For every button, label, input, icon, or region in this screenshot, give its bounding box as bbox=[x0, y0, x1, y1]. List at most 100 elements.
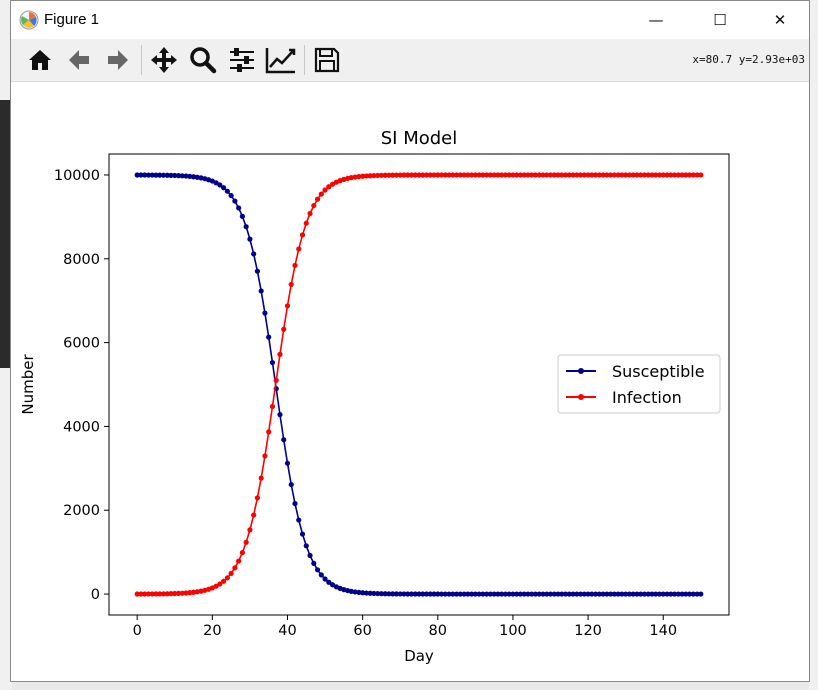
data-point-susceptible bbox=[668, 591, 674, 597]
data-point-infection bbox=[514, 172, 520, 178]
data-point-infection bbox=[217, 581, 223, 587]
data-point-infection bbox=[593, 172, 599, 178]
data-point-susceptible bbox=[623, 591, 629, 597]
data-point-infection bbox=[438, 172, 445, 178]
close-button[interactable]: ✕ bbox=[757, 1, 803, 39]
data-point-infection bbox=[577, 172, 584, 178]
data-point-infection bbox=[581, 172, 587, 178]
data-point-infection bbox=[431, 172, 437, 178]
data-point-infection bbox=[495, 172, 501, 178]
data-point-infection bbox=[469, 172, 475, 178]
data-point-susceptible bbox=[438, 591, 445, 597]
data-point-susceptible bbox=[600, 591, 606, 597]
data-point-susceptible bbox=[442, 591, 448, 597]
data-point-infection bbox=[562, 172, 569, 178]
home-icon bbox=[29, 50, 51, 70]
figure-canvas[interactable]: 0 20 40 60 80 100 120 140 0 2000 4000 6000 8000 10000… bbox=[11, 82, 809, 681]
title-bar[interactable]: Figure 1 — ☐ ✕ bbox=[11, 1, 809, 39]
data-point-infection bbox=[585, 172, 591, 178]
figure-window: Figure 1 — ☐ ✕ bbox=[10, 0, 810, 682]
data-point-infection bbox=[363, 173, 369, 179]
data-point-infection bbox=[153, 591, 159, 597]
data-point-susceptible bbox=[179, 173, 185, 179]
maximize-button[interactable]: ☐ bbox=[697, 1, 743, 39]
data-point-susceptible bbox=[303, 543, 309, 549]
data-point-susceptible bbox=[375, 590, 381, 597]
data-point-susceptible bbox=[134, 172, 140, 178]
forward-button[interactable] bbox=[101, 43, 135, 77]
data-point-susceptible bbox=[619, 591, 625, 597]
data-point-infection bbox=[179, 590, 185, 596]
data-point-infection bbox=[390, 172, 396, 178]
data-point-infection bbox=[600, 172, 606, 178]
data-point-infection bbox=[472, 172, 478, 178]
data-point-susceptible bbox=[431, 591, 437, 597]
data-point-susceptible bbox=[435, 591, 441, 597]
data-point-susceptible bbox=[694, 591, 700, 597]
data-point-susceptible bbox=[187, 173, 193, 179]
data-point-susceptible bbox=[367, 590, 373, 596]
x-tick-label: 140 bbox=[649, 623, 677, 639]
toolbar-separator bbox=[141, 45, 142, 75]
data-point-infection bbox=[311, 202, 317, 209]
legend-marker-infection bbox=[578, 394, 584, 400]
data-point-susceptible bbox=[142, 172, 148, 178]
data-point-infection bbox=[393, 172, 400, 178]
data-point-susceptible bbox=[311, 560, 317, 567]
y-axis-label: Number bbox=[19, 354, 37, 415]
data-point-infection bbox=[420, 172, 426, 178]
minimize-button[interactable]: — bbox=[633, 1, 679, 39]
data-point-infection bbox=[619, 172, 625, 178]
data-point-infection bbox=[386, 172, 392, 178]
data-point-susceptible bbox=[491, 591, 497, 597]
home-button[interactable] bbox=[23, 43, 57, 77]
data-point-susceptible bbox=[465, 591, 471, 597]
data-point-susceptible bbox=[634, 591, 640, 597]
data-point-infection bbox=[296, 246, 302, 252]
data-point-susceptible bbox=[510, 591, 516, 597]
x-tick-label: 120 bbox=[574, 623, 602, 639]
data-point-susceptible bbox=[585, 591, 591, 597]
data-point-infection bbox=[457, 172, 463, 178]
data-point-infection bbox=[634, 172, 640, 178]
data-point-susceptible bbox=[288, 481, 294, 488]
save-button[interactable] bbox=[310, 43, 344, 77]
configure-subplots-button[interactable] bbox=[225, 43, 259, 77]
edit-axis-button[interactable] bbox=[264, 43, 298, 77]
pan-icon bbox=[151, 47, 177, 73]
si-model-chart[interactable]: 0 20 40 60 80 100 120 140 0 2000 4000 6000 8000 10000… bbox=[11, 82, 809, 681]
pan-button[interactable] bbox=[147, 43, 181, 77]
zoom-icon bbox=[190, 47, 217, 74]
zoom-button[interactable] bbox=[186, 43, 220, 77]
data-point-infection bbox=[138, 591, 144, 597]
data-point-susceptible bbox=[559, 591, 565, 597]
data-point-susceptible bbox=[149, 172, 155, 178]
data-point-infection bbox=[273, 377, 279, 383]
data-point-infection bbox=[397, 172, 403, 178]
data-point-infection bbox=[307, 210, 313, 217]
y-tick-label: 2000 bbox=[63, 503, 100, 519]
data-point-susceptible bbox=[228, 192, 234, 199]
data-point-susceptible bbox=[664, 591, 670, 597]
data-point-infection bbox=[690, 172, 696, 178]
background-editor-strip bbox=[0, 100, 12, 368]
data-point-infection bbox=[499, 172, 505, 178]
data-point-infection bbox=[502, 172, 509, 178]
data-point-infection bbox=[664, 172, 670, 178]
data-point-susceptible bbox=[472, 591, 478, 597]
data-point-susceptible bbox=[641, 591, 648, 597]
data-point-infection bbox=[408, 172, 415, 178]
back-button[interactable] bbox=[62, 43, 96, 77]
data-point-susceptible bbox=[469, 591, 475, 597]
data-point-susceptible bbox=[254, 268, 261, 274]
data-point-susceptible bbox=[164, 172, 170, 178]
data-point-infection bbox=[608, 172, 614, 178]
data-point-infection bbox=[675, 172, 681, 178]
window-title: Figure 1 bbox=[44, 11, 100, 28]
data-point-susceptible bbox=[277, 412, 283, 418]
data-point-infection bbox=[566, 172, 572, 178]
data-point-infection bbox=[660, 172, 666, 178]
data-point-infection bbox=[258, 475, 264, 481]
data-point-infection bbox=[683, 172, 689, 178]
x-tick-label: 40 bbox=[278, 623, 296, 639]
